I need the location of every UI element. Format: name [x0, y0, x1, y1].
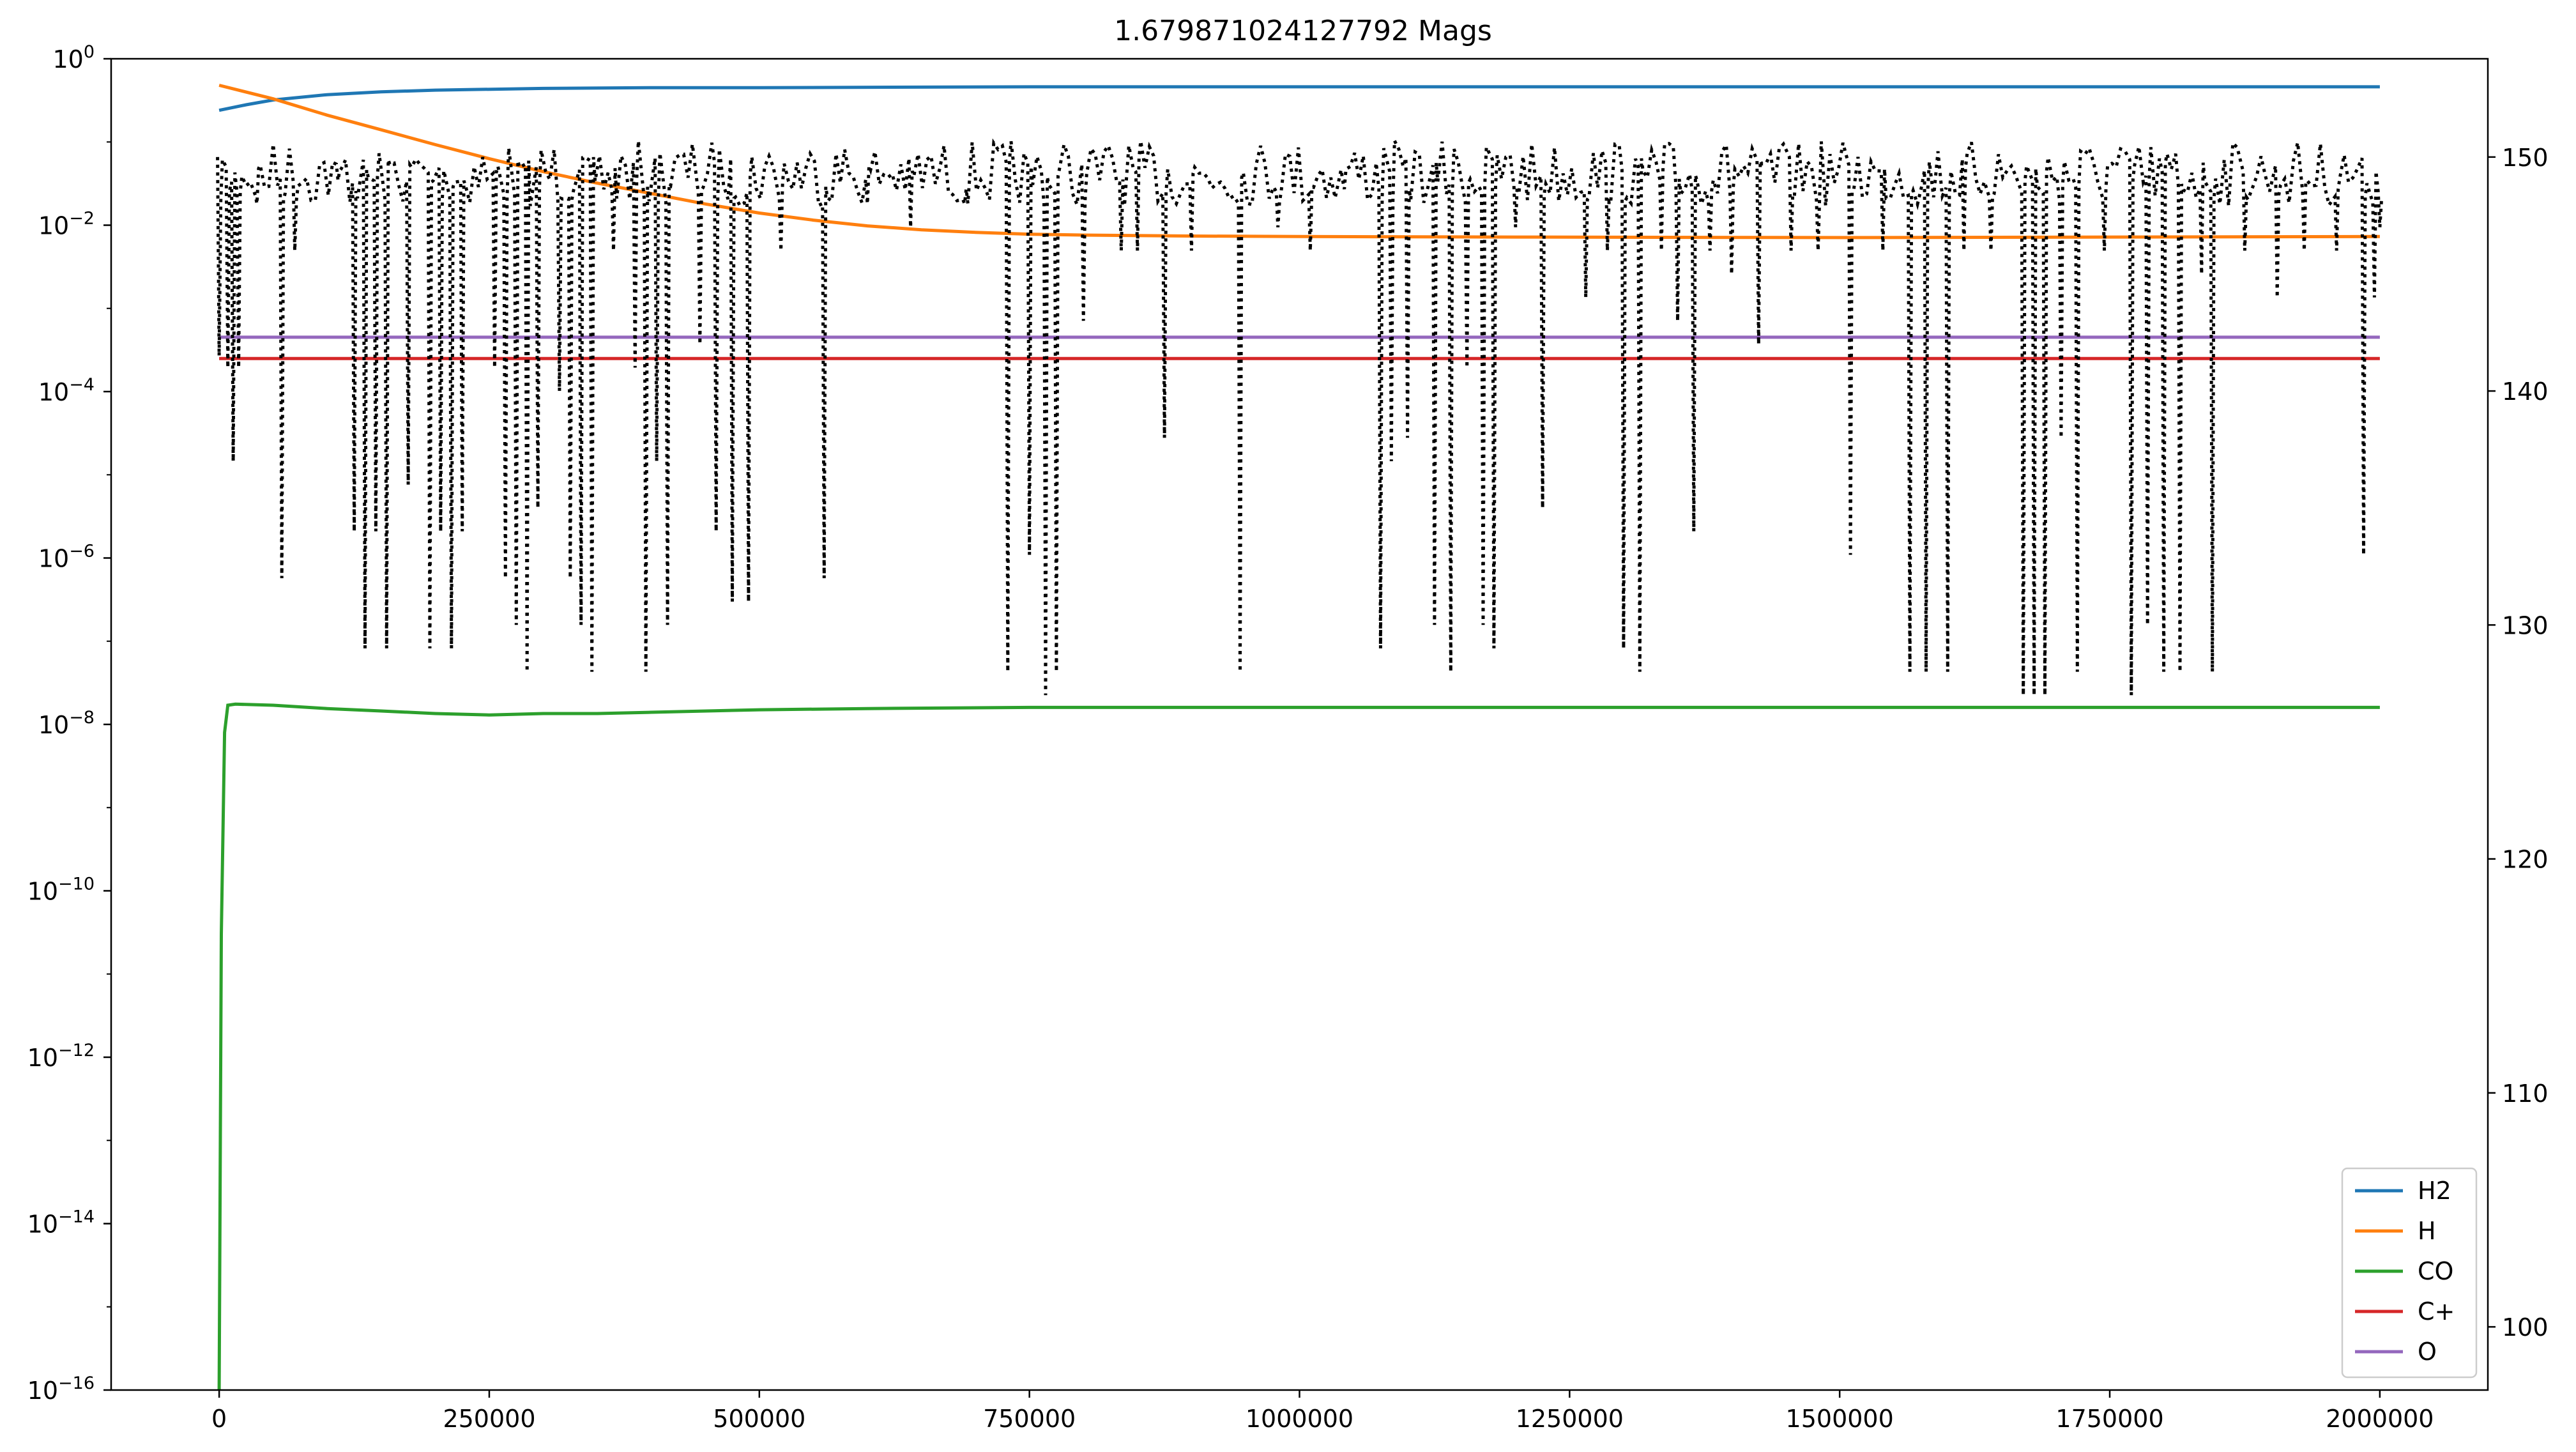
y-right-tick-label: 110: [2502, 1080, 2549, 1108]
y-left-tick-label: 10−10: [27, 875, 95, 906]
y-right-tick-label: 120: [2502, 846, 2549, 874]
x-tick-label: 1500000: [1786, 1405, 1894, 1433]
series-layer: [216, 84, 2383, 1390]
legend-label: O: [2418, 1338, 2437, 1366]
legend-label: H2: [2418, 1177, 2451, 1205]
y-left-tick-label: 10−4: [38, 375, 95, 406]
x-tick-label: 500000: [713, 1405, 805, 1433]
series-line-dotted: [216, 138, 2383, 696]
plot-area: 0 250000 500000 750000 1000000 1250000 1500000…: [27, 42, 2549, 1433]
series-line-h: [218, 84, 2380, 240]
x-tick-label: 250000: [443, 1405, 535, 1433]
y-left-tick-label: 10−16: [27, 1373, 95, 1405]
y-left-tick-label: 10−8: [38, 708, 95, 739]
x-tick-label: 1000000: [1246, 1405, 1353, 1433]
x-tick-label: 2000000: [2326, 1405, 2434, 1433]
y-left-tick-label: 100: [52, 42, 95, 73]
legend-box: [2341, 1167, 2478, 1379]
y-left-tick-label: 10−12: [27, 1041, 95, 1072]
x-tick-label: 1750000: [2055, 1405, 2163, 1433]
y-right-tick-label: 140: [2502, 378, 2549, 406]
y-right-tick-label: 150: [2502, 144, 2549, 172]
x-tick-label: 0: [211, 1405, 227, 1433]
legend-label: CO: [2418, 1257, 2453, 1285]
x-tick-label: 1250000: [1516, 1405, 1624, 1433]
y-right-tick-label: 100: [2502, 1313, 2549, 1341]
y-right-tick-label: 130: [2502, 611, 2549, 639]
y-left-tick-label: 10−14: [27, 1207, 95, 1239]
legend: H2 H CO C+ O: [2341, 1167, 2478, 1379]
chart-title: 1.679871024127792 Mags: [1114, 15, 1492, 47]
y-left-tick-label: 10−6: [38, 542, 95, 573]
x-tick-label: 750000: [983, 1405, 1076, 1433]
legend-label: H: [2418, 1217, 2436, 1245]
series-line-co: [217, 702, 2380, 1390]
y-left-tick-label: 10−2: [38, 209, 95, 240]
legend-label: C+: [2418, 1297, 2455, 1326]
